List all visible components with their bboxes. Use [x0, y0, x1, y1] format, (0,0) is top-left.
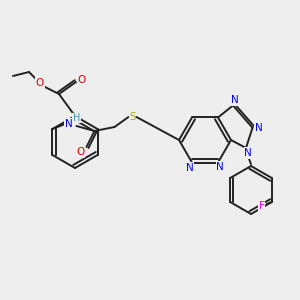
Text: O: O: [76, 147, 85, 157]
Text: N: N: [244, 148, 252, 158]
Text: N: N: [216, 161, 224, 172]
Text: H: H: [73, 113, 80, 123]
Text: N: N: [255, 123, 262, 133]
Text: S: S: [129, 112, 136, 122]
Text: N: N: [186, 163, 194, 172]
Text: O: O: [36, 78, 44, 88]
Text: N: N: [64, 119, 72, 129]
Text: N: N: [231, 95, 239, 106]
Text: F: F: [259, 201, 265, 211]
Text: O: O: [78, 75, 86, 85]
